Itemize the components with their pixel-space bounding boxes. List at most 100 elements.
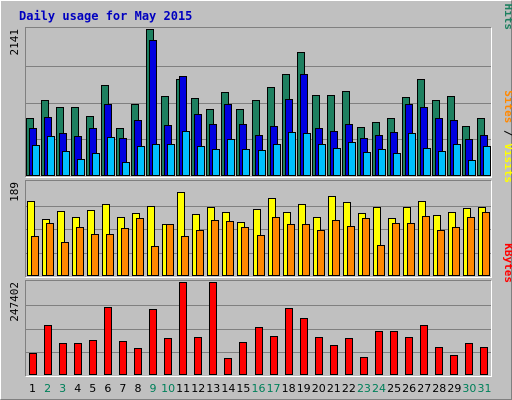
bar-pages-day-25: [393, 153, 401, 176]
bar-sites-day-28: [437, 230, 445, 276]
bar-kbytes-day-5: [89, 340, 97, 375]
bar-kbytes-day-4: [74, 343, 82, 375]
legend-entry: /: [502, 0, 512, 4]
plot-border-highlight: [25, 27, 492, 178]
chart-title: Daily usage for May 2015: [19, 9, 192, 23]
bar-kbytes-day-10: [164, 338, 172, 375]
bar-sites-day-29: [452, 227, 460, 276]
x-tick-label-day-10: 10: [161, 382, 175, 395]
x-tick-label-day-8: 8: [134, 382, 141, 395]
bar-kbytes-day-9: [149, 309, 157, 375]
bar-sites-day-31: [482, 212, 490, 276]
bar-kbytes-day-27: [420, 325, 428, 375]
x-axis-labels: 1 2 3 4 5 6 7 8 9 10 11 12 13 14 15 16 17 18 19 20 21 22 23 24 2…: [29, 382, 491, 395]
bar-kbytes-day-23: [360, 357, 368, 375]
x-tick-label-day-22: 22: [342, 382, 356, 395]
legend-entry: KBytes: [502, 243, 512, 283]
x-tick-label-day-9: 9: [150, 382, 157, 395]
plot-border-shadow: [25, 280, 492, 377]
x-tick-label-day-6: 6: [104, 382, 111, 395]
x-tick-label-day-4: 4: [74, 382, 81, 395]
bar-kbytes-day-3: [59, 343, 67, 375]
bar-kbytes-day-2: [44, 325, 52, 375]
x-tick-label-day-30: 30: [462, 382, 476, 395]
bar-sites-day-1: [31, 236, 39, 276]
x-tick-label-day-12: 12: [191, 382, 205, 395]
bar-sites-day-18: [287, 224, 295, 276]
x-tick-label-day-13: 13: [206, 382, 220, 395]
panel-hits-files-pages: 2141 Pages / Files / Hits: [8, 0, 512, 178]
bar-sites-day-24: [377, 245, 385, 276]
bar-pages-day-20: [318, 144, 326, 176]
bar-kbytes-day-14: [224, 358, 232, 375]
bar-kbytes-day-11: [179, 282, 187, 375]
y-max-label: 247402: [8, 282, 21, 322]
bar-pages-day-5: [92, 153, 100, 176]
bar-pages-day-10: [167, 144, 175, 176]
x-tick-label-day-24: 24: [372, 382, 386, 395]
bar-sites-day-15: [241, 227, 249, 276]
bar-pages-day-8: [137, 146, 145, 176]
bar-pages-day-13: [212, 149, 220, 176]
bar-pages-day-16: [258, 150, 266, 176]
x-tick-label-day-17: 17: [267, 382, 281, 395]
x-tick-label-day-2: 2: [44, 382, 51, 395]
x-tick-label-day-18: 18: [282, 382, 296, 395]
bar-sites-day-10: [166, 224, 174, 276]
bar-pages-day-24: [378, 149, 386, 176]
bar-sites-day-21: [332, 220, 340, 276]
bar-pages-day-7: [122, 162, 130, 176]
legend-entry: Visits: [502, 143, 512, 183]
bar-kbytes-day-25: [390, 331, 398, 375]
bar-pages-day-31: [483, 146, 491, 176]
bar-sites-day-7: [121, 228, 129, 276]
bar-sites-day-16: [257, 235, 265, 276]
x-tick-label-day-20: 20: [312, 382, 326, 395]
bar-pages-day-26: [408, 133, 416, 176]
bar-sites-day-4: [76, 227, 84, 276]
bar-kbytes-day-1: [29, 353, 37, 375]
bar-kbytes-day-13: [209, 282, 217, 375]
bar-kbytes-day-29: [450, 355, 458, 375]
bar-pages-day-30: [468, 160, 476, 176]
legend-kbytes: KBytes: [502, 243, 512, 283]
y-max-label: 189: [8, 182, 21, 202]
legend-entry: Sites: [502, 90, 512, 123]
x-tick-label-day-27: 27: [417, 382, 431, 395]
x-tick-label-day-21: 21: [327, 382, 341, 395]
bar-pages-day-23: [363, 152, 371, 176]
bar-sites-day-20: [317, 230, 325, 276]
bar-sites-day-22: [347, 226, 355, 276]
x-tick-label-day-19: 19: [297, 382, 311, 395]
bar-pages-day-4: [77, 159, 85, 176]
bar-pages-day-15: [242, 149, 250, 176]
bar-pages-day-22: [348, 142, 356, 176]
plot-border-shadow: [25, 180, 492, 278]
bar-kbytes-day-15: [239, 342, 247, 375]
bar-pages-day-11: [182, 131, 190, 176]
bar-sites-day-11: [181, 236, 189, 276]
bar-sites-day-14: [226, 221, 234, 276]
bar-sites-day-9: [151, 246, 159, 276]
x-tick-label-day-16: 16: [252, 382, 266, 395]
bar-kbytes-day-26: [405, 337, 413, 375]
bar-sites-day-17: [272, 217, 280, 276]
bar-kbytes-day-7: [119, 341, 127, 375]
bar-pages-day-14: [227, 139, 235, 176]
bar-sites-day-27: [422, 216, 430, 276]
bar-pages-day-21: [333, 148, 341, 176]
x-tick-label-day-31: 31: [477, 382, 491, 395]
bar-sites-day-2: [46, 223, 54, 276]
x-tick-label-day-5: 5: [89, 382, 96, 395]
x-tick-label-day-7: 7: [119, 382, 126, 395]
bar-pages-day-1: [32, 145, 40, 176]
y-max-label: 2141: [8, 29, 21, 56]
bar-kbytes-day-8: [134, 348, 142, 375]
bar-pages-day-18: [288, 132, 296, 176]
bar-kbytes-day-12: [194, 337, 202, 375]
bar-sites-day-3: [61, 242, 69, 276]
bar-sites-day-8: [136, 218, 144, 276]
